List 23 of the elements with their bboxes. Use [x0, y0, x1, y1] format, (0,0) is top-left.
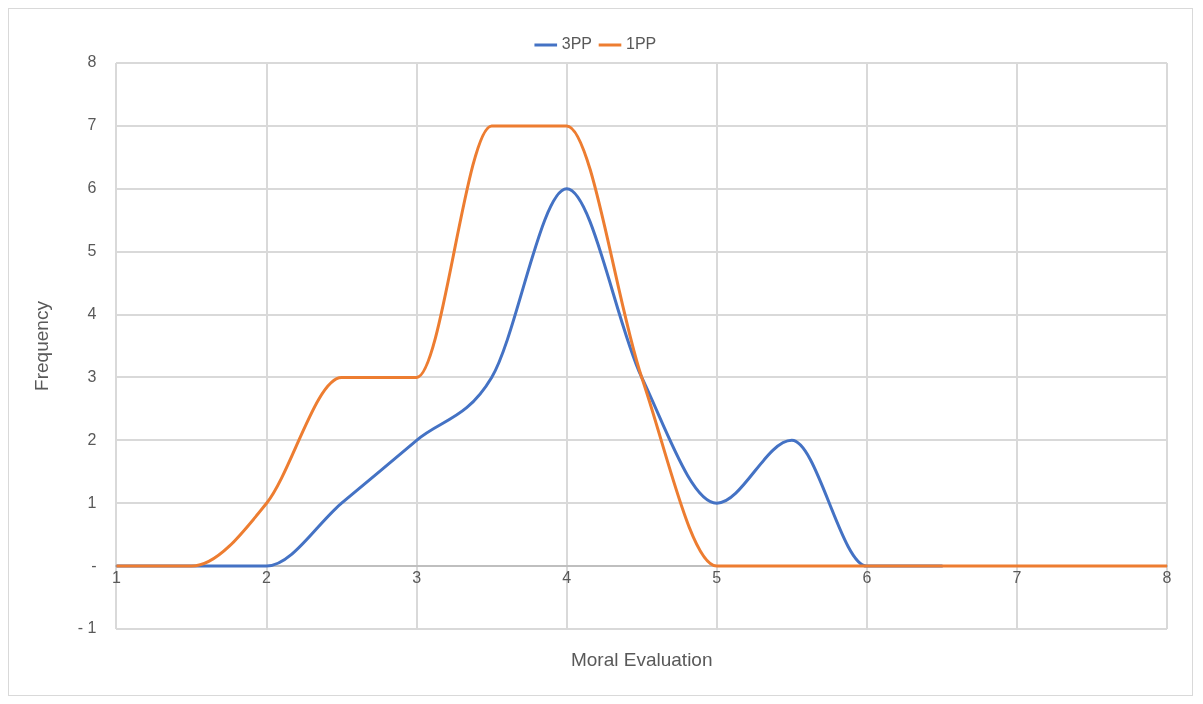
y-tick-label: 2	[87, 430, 97, 448]
y-tick-label: 5	[87, 242, 97, 260]
x-tick-label: 2	[262, 569, 272, 587]
x-tick-label: 7	[1012, 569, 1022, 587]
y-axis-title: Frequency	[30, 300, 52, 391]
x-tick-label: 4	[562, 569, 572, 587]
legend-label: 3PP	[561, 35, 593, 53]
x-tick-label: 3	[412, 569, 422, 587]
line-series	[116, 124, 1167, 568]
x-tick-label: 1	[112, 569, 122, 587]
x-tick-label: 6	[862, 569, 872, 587]
y-tick-label: -	[91, 556, 97, 574]
y-tick-label: 7	[87, 116, 97, 134]
y-tick-label: 6	[87, 179, 97, 197]
x-axis-title: Moral Evaluation	[570, 649, 713, 671]
y-tick-label: 3	[87, 367, 97, 385]
y-tick-label: 1	[87, 493, 97, 511]
x-tick-label: 5	[712, 569, 722, 587]
y-tick-label: 8	[87, 53, 97, 71]
legend-label: 1PP	[626, 35, 657, 53]
x-tick-label: 8	[1162, 569, 1172, 587]
y-tick-label: - 1	[77, 619, 97, 637]
y-tick-label: 4	[87, 304, 97, 322]
